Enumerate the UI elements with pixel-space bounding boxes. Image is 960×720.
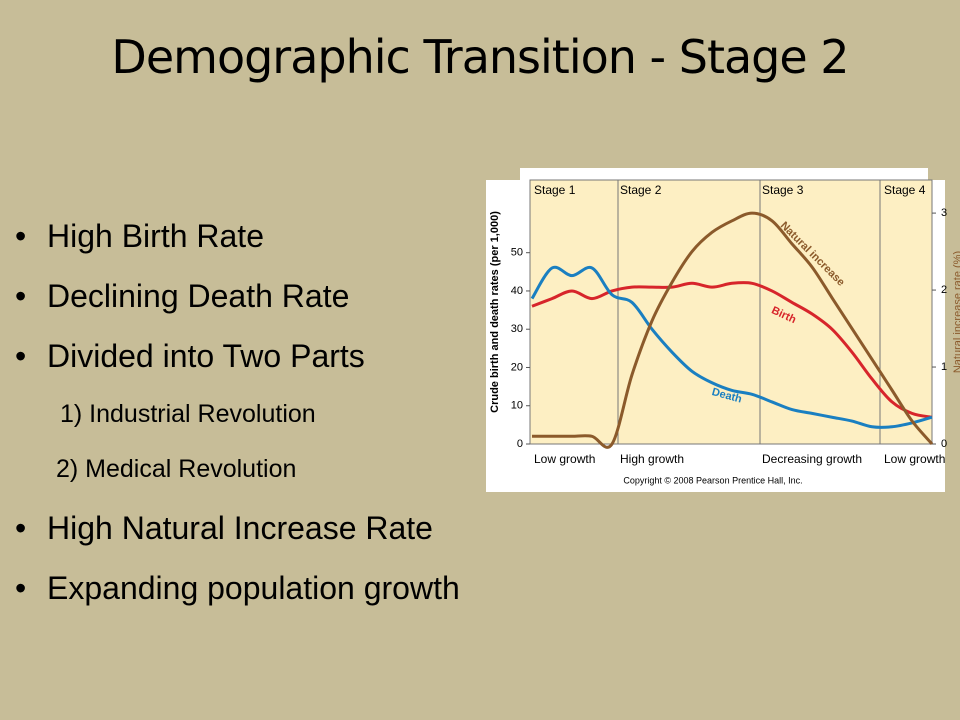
bullet: High Natural Increase Rate bbox=[15, 510, 433, 547]
y2-tick-label: 1 bbox=[941, 361, 947, 373]
y-tick-label: 0 bbox=[517, 438, 523, 450]
sub-item: 2) Medical Revolution bbox=[56, 455, 297, 483]
growth-label: Decreasing growth bbox=[762, 452, 862, 466]
y-tick-label: 30 bbox=[511, 323, 523, 335]
bullet: High Birth Rate bbox=[15, 218, 264, 255]
y2-tick-label: 2 bbox=[941, 284, 947, 296]
y2-axis-label: Natural increase rate (%) bbox=[952, 251, 960, 373]
y2-tick-label: 0 bbox=[941, 438, 947, 450]
image-edge bbox=[520, 168, 928, 180]
sub-item: 1) Industrial Revolution bbox=[60, 400, 316, 428]
y-tick-label: 40 bbox=[511, 285, 523, 297]
y-tick-label: 50 bbox=[511, 247, 523, 259]
growth-label: Low growth bbox=[884, 452, 945, 466]
y-tick-label: 10 bbox=[511, 400, 523, 412]
y-axis-label: Crude birth and death rates (per 1,000) bbox=[489, 211, 501, 413]
series-line bbox=[531, 211, 934, 449]
slide-title: Demographic Transition - Stage 2 bbox=[111, 30, 849, 84]
plot-area bbox=[529, 179, 933, 445]
y-tick-label: 20 bbox=[511, 361, 523, 373]
y2-tick-label: 3 bbox=[941, 207, 947, 219]
stage-label: Stage 4 bbox=[884, 183, 926, 197]
stage-label: Stage 2 bbox=[620, 183, 662, 197]
series-line bbox=[531, 281, 933, 419]
bullet: Declining Death Rate bbox=[15, 278, 349, 315]
growth-label: Low growth bbox=[534, 452, 595, 466]
credit: Copyright © 2008 Pearson Prentice Hall, … bbox=[623, 475, 802, 485]
growth-label: High growth bbox=[620, 452, 684, 466]
series-line bbox=[530, 265, 933, 429]
stage-label: Stage 3 bbox=[762, 183, 804, 197]
stage-label: Stage 1 bbox=[534, 183, 576, 197]
bullet: Expanding population growth bbox=[15, 570, 460, 607]
bullet: Divided into Two Parts bbox=[15, 338, 365, 375]
